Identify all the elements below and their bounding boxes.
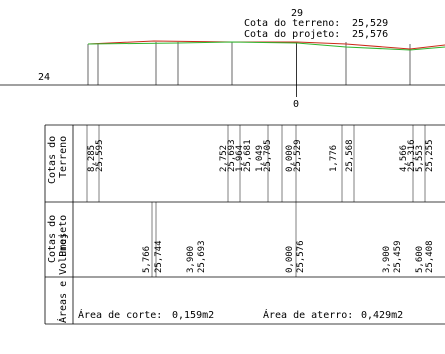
terreno-row-title: Cotas do [47,136,58,184]
station-number: 29 [291,8,303,19]
projeto-offset: 0,000 [285,246,295,273]
terreno-cota: 25,705 [263,139,273,172]
projeto-offset: 5,766 [142,246,152,273]
projeto-offset: 5,600 [415,246,425,273]
project-elevation-label: Cota do projeto: [244,29,340,40]
projeto-cota: 25,744 [154,240,164,273]
terreno-row-subtitle: Terreno [58,136,69,178]
terreno-cota: 25,693 [227,139,237,172]
terreno-offset: 1,049 [255,145,265,172]
projeto-cota: 25,459 [393,240,403,273]
terreno-cota: 25,568 [345,139,355,172]
terrain-elevation-label: Cota do terreno: [244,18,340,29]
project-profile-line [87,41,445,51]
areas-row-title: Áreas e Volumes [56,233,69,323]
terreno-offset: 5,553 [415,145,425,172]
projeto-row-subtitle: Projeto [58,215,69,257]
projeto-cota: 25,576 [296,240,306,273]
elevation-axis-label: 24 [38,72,50,83]
projeto-offset: 3,900 [382,246,392,273]
projeto-cota: 25,408 [425,240,435,273]
terreno-offset: 1,776 [329,145,339,172]
corte-area-label: Área de corte: [78,308,162,321]
terreno-offset: 1,964 [235,145,245,172]
terreno-values: 8,285 25,595 2,752 25,693 1,964 25,681 1… [86,125,435,202]
projeto-offset: 3,900 [186,246,196,273]
aterro-area-label: Área de aterro: [263,308,353,321]
terreno-offset: 4,566 [399,145,409,172]
corte-area-value: 0,159m2 [172,310,214,321]
terreno-cota: 25,316 [407,139,417,172]
project-elevation-value: 25,576 [352,29,388,40]
center-offset-label: 0 [293,99,299,110]
data-table [44,124,445,325]
terreno-offset: 2,752 [219,145,229,172]
terreno-cota: 25,595 [95,139,105,172]
projeto-cota: 25,693 [197,240,207,273]
terreno-cota: 25,681 [243,139,253,172]
terreno-cota: 25,255 [425,139,435,172]
areas-values: Área de corte: 0,159m2 Área de aterro: 0… [78,308,403,321]
projeto-values: 5,766 25,744 3,900 25,693 0,000 25,576 3… [142,202,435,277]
aterro-area-value: 0,429m2 [361,310,403,321]
terrain-profile-line [87,40,445,50]
terrain-elevation-value: 25,529 [352,18,388,29]
profile-view: 24 0 [0,40,445,110]
projeto-row-title: Cotas do [47,215,58,263]
offset-tick-group [87,42,411,85]
terreno-cota: 25,529 [293,139,303,172]
terreno-offset: 0,000 [285,145,295,172]
terreno-offset: 8,285 [87,145,97,172]
